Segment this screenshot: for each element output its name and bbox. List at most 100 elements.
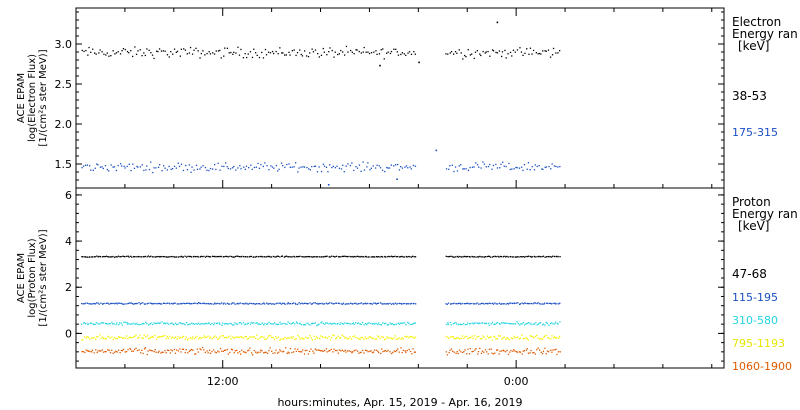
proton-data-point <box>373 256 376 258</box>
proton-data-point <box>522 303 524 305</box>
electron-data-point <box>291 166 293 168</box>
proton-data-point <box>500 256 503 258</box>
proton-data-point <box>188 350 190 352</box>
proton-data-point <box>219 336 221 338</box>
electron-data-point <box>81 167 83 169</box>
electron-data-point <box>264 48 267 51</box>
proton-data-point <box>341 349 343 351</box>
electron-data-point <box>264 162 266 164</box>
proton-data-point <box>241 336 243 338</box>
proton-data-point <box>335 323 337 325</box>
proton-data-point <box>122 255 124 257</box>
proton-data-point <box>120 256 122 258</box>
proton-data-point <box>125 351 128 353</box>
proton-data-point <box>382 322 384 324</box>
proton-data-point <box>99 350 101 352</box>
electron-data-point <box>124 167 126 169</box>
electron-data-point <box>412 164 415 167</box>
proton-data-point <box>511 256 514 258</box>
proton-data-point <box>312 350 314 352</box>
electron-data-point <box>509 51 512 54</box>
proton-data-point <box>97 256 99 258</box>
proton-data-point <box>139 303 141 305</box>
proton-data-point <box>481 322 483 324</box>
proton-data-point <box>557 323 559 325</box>
electron-data-point <box>306 55 308 57</box>
proton-data-point <box>359 256 361 258</box>
proton-data-point <box>319 335 322 337</box>
electron-outlier-point <box>418 61 420 64</box>
proton-data-point <box>96 351 98 354</box>
proton-data-point <box>479 322 481 324</box>
proton-data-point <box>339 256 341 258</box>
proton-data-point <box>219 255 221 258</box>
proton-data-point <box>166 322 168 324</box>
proton-data-point <box>239 302 241 304</box>
proton-data-point <box>381 303 383 305</box>
proton-data-point <box>233 256 235 258</box>
proton-data-point <box>368 322 370 324</box>
proton-data-point <box>313 302 315 304</box>
proton-data-point <box>524 324 526 326</box>
proton-data-point <box>256 322 258 324</box>
proton-data-point <box>358 352 360 354</box>
proton-data-point <box>456 323 458 325</box>
proton-data-point <box>267 337 269 339</box>
proton-data-point <box>139 323 142 326</box>
proton-data-point <box>556 353 558 356</box>
proton-data-point <box>95 322 98 324</box>
electron-data-point <box>299 49 301 51</box>
proton-data-point <box>410 302 412 305</box>
proton-data-point <box>185 349 187 351</box>
proton-data-point <box>286 303 288 305</box>
proton-data-point <box>269 323 272 325</box>
proton-data-point <box>138 336 140 338</box>
proton-data-point <box>187 352 189 354</box>
proton-data-point <box>461 351 464 354</box>
electron-data-point <box>117 51 119 53</box>
proton-data-point <box>111 321 113 324</box>
electron-data-point <box>133 167 136 169</box>
proton-data-point <box>503 255 505 257</box>
proton-data-point <box>298 323 300 325</box>
electron-data-point <box>311 48 313 50</box>
proton-data-point <box>264 256 266 258</box>
proton-data-point <box>396 303 398 305</box>
proton-data-point <box>142 352 144 355</box>
proton-data-point <box>556 255 558 257</box>
proton-data-point <box>466 323 468 326</box>
proton-data-point <box>116 256 118 258</box>
proton-data-point <box>245 335 248 338</box>
proton-data-point <box>261 322 263 324</box>
proton-data-point <box>222 256 224 258</box>
proton-data-point <box>260 255 262 258</box>
proton-data-point <box>295 303 297 305</box>
proton-data-point <box>356 322 359 325</box>
proton-data-point <box>402 322 404 324</box>
proton-data-point <box>394 302 396 304</box>
electron-data-point <box>465 168 467 170</box>
proton-data-point <box>374 323 376 325</box>
electron-data-point <box>148 168 151 171</box>
proton-data-point <box>475 348 477 350</box>
proton-data-point <box>318 256 320 258</box>
proton-data-point <box>371 256 374 258</box>
proton-data-point <box>330 336 333 339</box>
proton-data-point <box>469 256 471 258</box>
electron-data-point <box>387 51 389 53</box>
proton-data-point <box>482 322 484 324</box>
proton-data-point <box>401 303 403 305</box>
proton-data-point <box>235 323 237 325</box>
electron-data-point <box>340 49 342 52</box>
electron-data-point <box>166 54 169 56</box>
proton-data-point <box>238 303 240 305</box>
electron-data-point <box>213 53 216 55</box>
proton-data-point <box>93 337 95 339</box>
proton-data-point <box>445 303 447 305</box>
electron-data-point <box>311 166 313 168</box>
proton-data-point <box>102 322 104 324</box>
proton-data-point <box>89 338 91 340</box>
proton-data-point <box>360 323 362 326</box>
proton-data-point <box>409 350 412 353</box>
proton-data-point <box>234 336 236 338</box>
